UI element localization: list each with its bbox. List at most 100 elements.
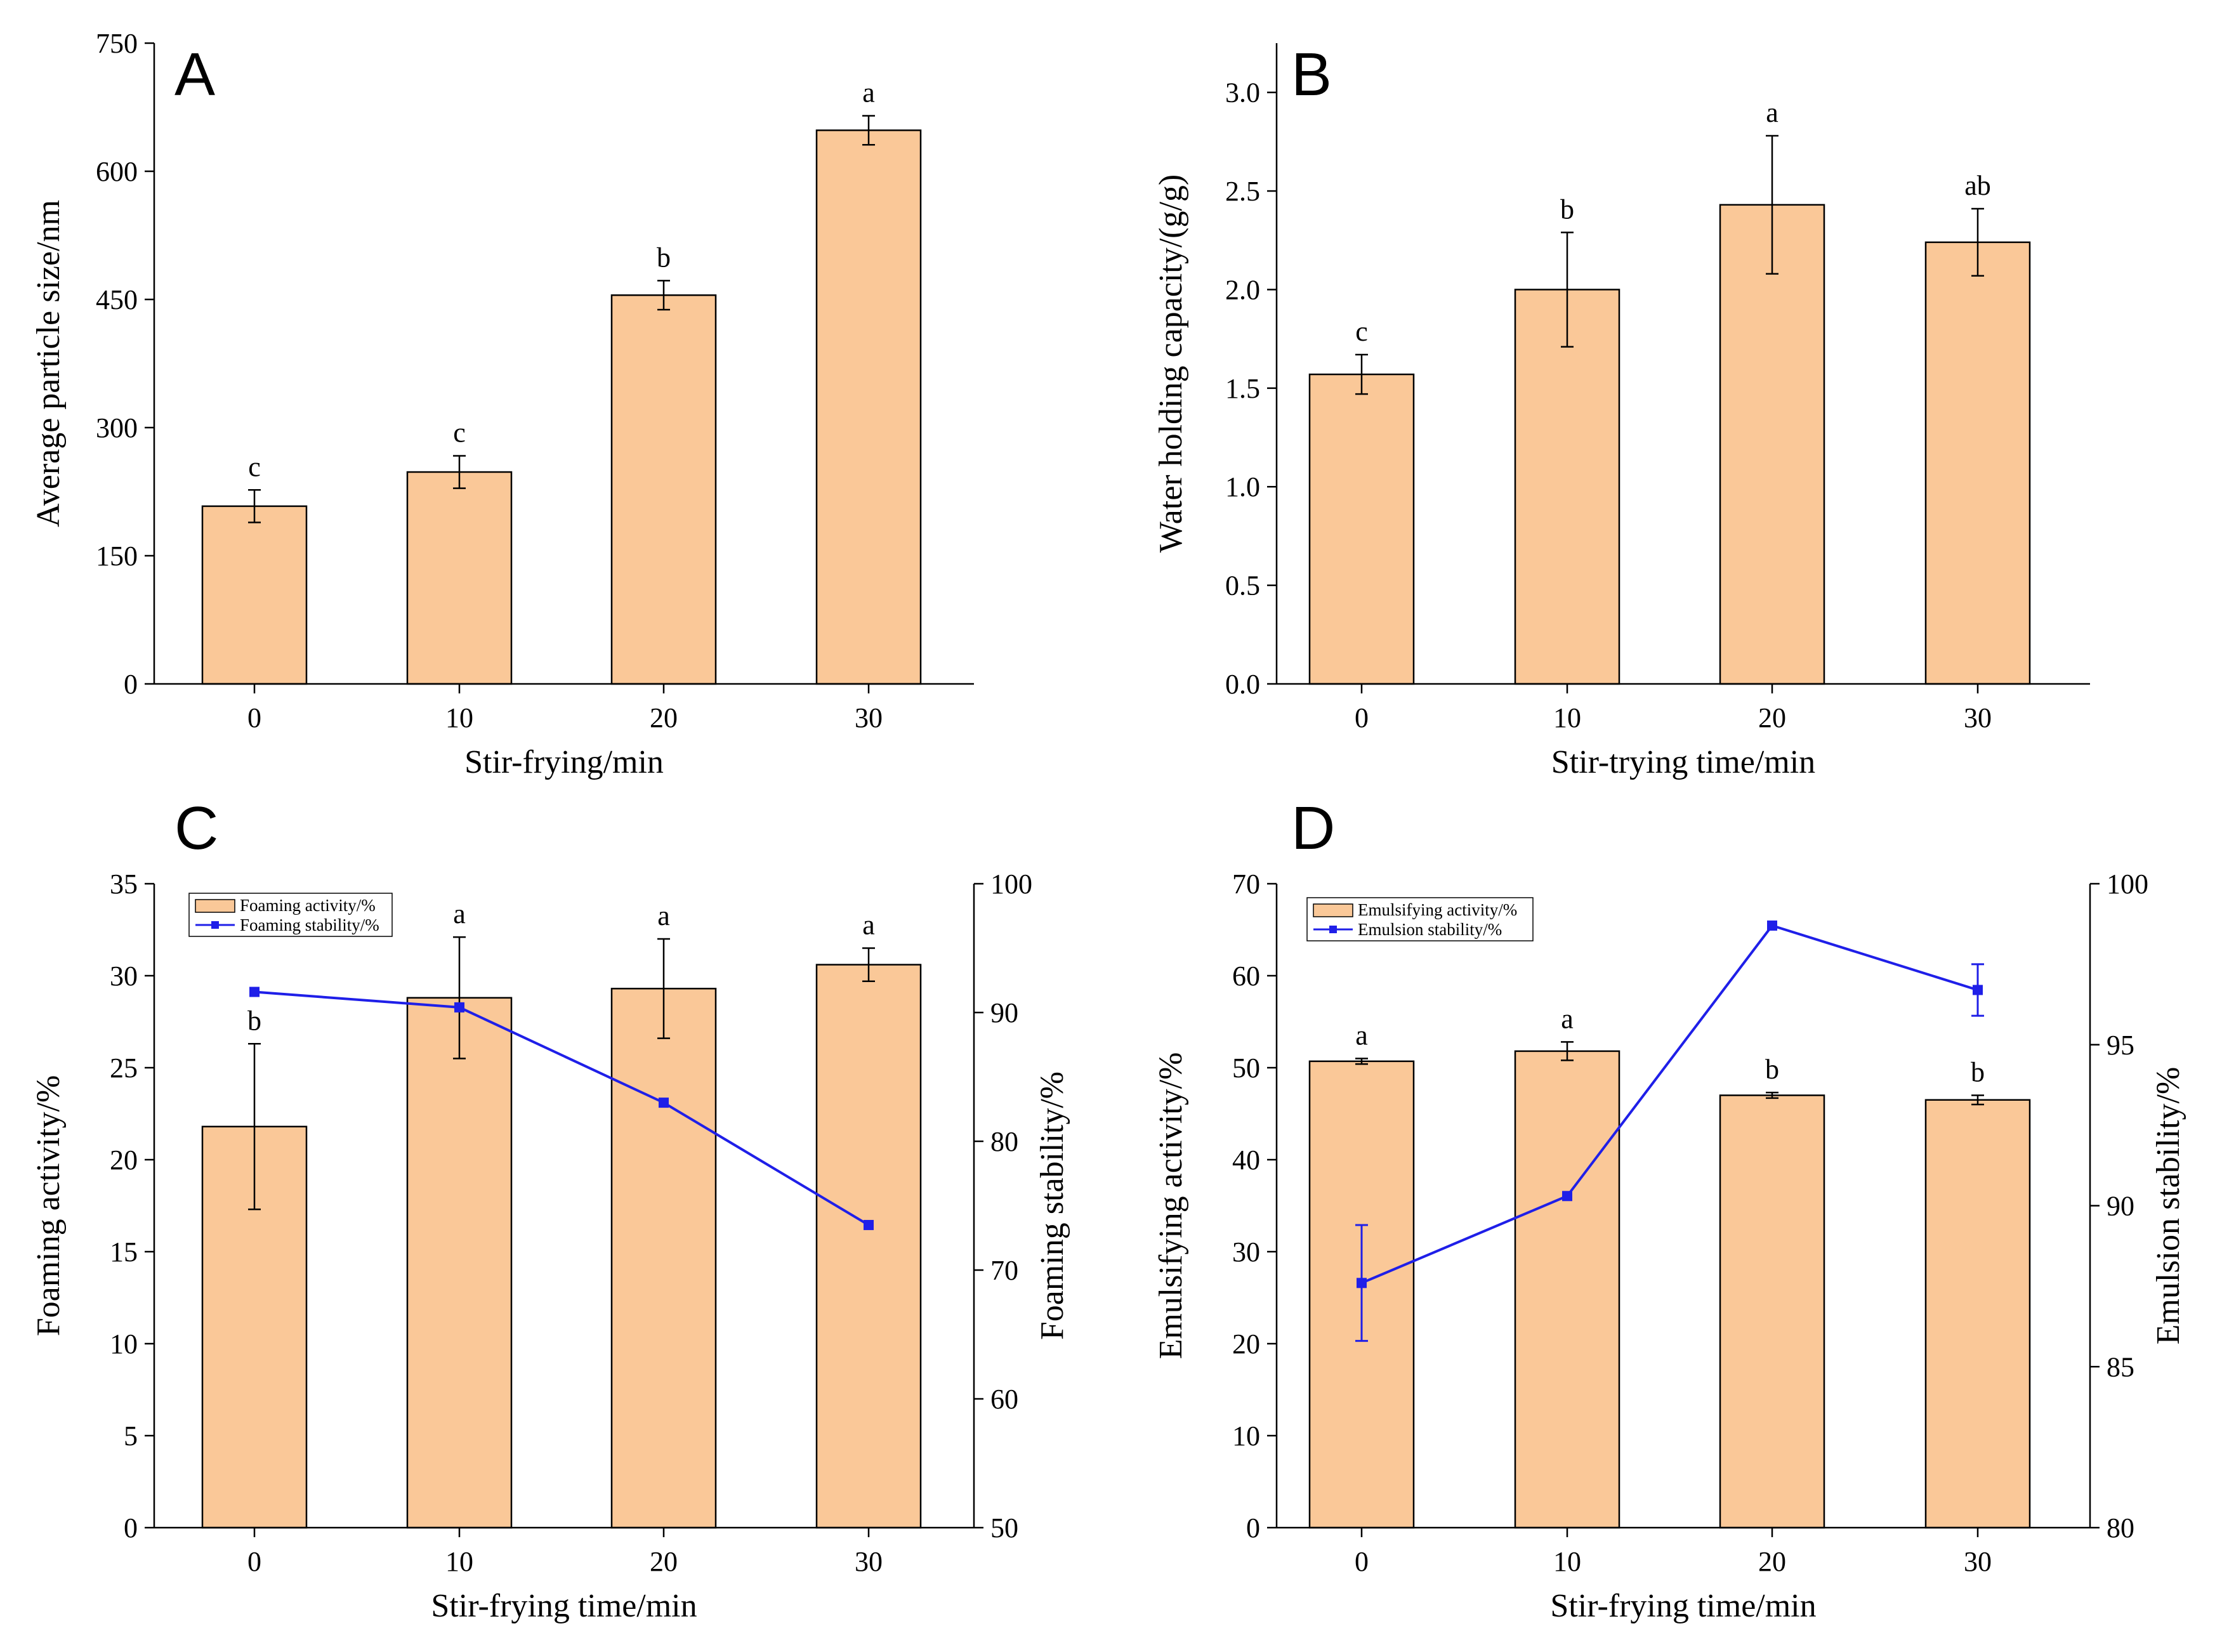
legend: Emulsifying activity/%Emulsion stability…: [1306, 897, 1534, 941]
significance-letter: c: [453, 417, 466, 448]
y-tick-label: 1.5: [1225, 373, 1260, 404]
y-tick-label: 20: [110, 1144, 138, 1176]
line-point: [249, 987, 260, 997]
x-tick-label: 20: [650, 702, 678, 733]
bar-b-10: [1514, 289, 1620, 685]
legend-label: Emulsion stability/%: [1358, 920, 1502, 939]
bar-b-20: [1719, 204, 1825, 685]
significance-letter: c: [248, 451, 261, 482]
bar-c-20: [610, 988, 717, 1529]
x-axis: 0 10 20 30: [1277, 1526, 2090, 1577]
significance-letter: b: [1765, 1054, 1779, 1085]
y-tick-label: 10: [1232, 1420, 1260, 1452]
y-tick-label: 10: [110, 1328, 138, 1360]
left-axis: 0 10 20 30 40 50 60 70: [1232, 869, 1278, 1544]
error-bar: [1971, 207, 1984, 277]
panel-label: D: [1291, 794, 1335, 862]
panel-label: C: [174, 794, 218, 862]
legend-swatch-bar: [195, 899, 235, 913]
y-tick-label: 2.0: [1225, 274, 1260, 305]
x-axis-label: Stir-frying time/min: [431, 1588, 697, 1624]
y-axis-label: Foaming activity/%: [30, 1075, 67, 1337]
bar-a-10: [406, 471, 513, 685]
bar-d-10: [1514, 1050, 1620, 1529]
error-bar: [862, 947, 875, 982]
error-bar: [1766, 1091, 1778, 1099]
x-tick-label: 10: [1553, 1546, 1581, 1577]
x-tick-label: 30: [855, 1546, 883, 1577]
y-tick-label: 25: [110, 1052, 138, 1084]
left-axis: 0 150 300 450 600 750: [96, 28, 155, 700]
error-bar: [657, 938, 670, 1039]
y-tick-label: 0: [1246, 1512, 1260, 1544]
y2-tick-label: 80: [2107, 1512, 2134, 1544]
error-bar: [1355, 1058, 1368, 1065]
x-axis: 0 10 20 30: [154, 683, 974, 733]
x-tick-label: 30: [855, 702, 883, 733]
bar-b-0: [1308, 373, 1415, 685]
error-bar: [1561, 232, 1574, 348]
significance-letter: ab: [1964, 170, 1991, 201]
y-tick-label: 60: [1232, 960, 1260, 992]
error-bar: [248, 1043, 261, 1210]
error-bar: [657, 280, 670, 311]
y-tick-label: 0: [124, 669, 138, 700]
bar-c-10: [406, 997, 513, 1529]
line-c: [254, 990, 870, 1226]
bar-a-20: [610, 294, 717, 685]
panel-label: B: [1291, 41, 1332, 108]
significance-letter: a: [1561, 1003, 1574, 1034]
right-axis: 50 60 70 80 90 100: [973, 869, 1032, 1544]
y-axis-label: Water holding capacity/(g/g): [1153, 174, 1189, 553]
significance-letter: b: [1971, 1057, 1985, 1088]
y-tick-label: 35: [110, 869, 138, 900]
significance-letter: b: [247, 1005, 261, 1036]
y-tick-label: 30: [110, 960, 138, 992]
panel-b: c b a ab 0.0 0.5 1.0 1.5 2.0 2.5 3.0 Water holding …: [1153, 41, 2090, 780]
x-tick-label: 0: [247, 702, 261, 733]
error-bar: [1561, 1041, 1574, 1061]
right-axis: 80 85 90 95 100: [2089, 869, 2148, 1544]
line-point: [454, 1002, 464, 1013]
x-tick-label: 0: [1355, 702, 1369, 733]
y-tick-label: 300: [96, 412, 138, 443]
line-point: [1973, 985, 1983, 995]
line-point: [1562, 1191, 1572, 1202]
significance-letter: a: [862, 77, 875, 108]
y-tick-label: 5: [124, 1420, 138, 1452]
significance-letter: a: [1355, 1020, 1368, 1051]
legend-label: Foaming stability/%: [240, 915, 379, 934]
y-tick-label: 3.0: [1225, 77, 1260, 108]
x-tick-label: 20: [1758, 1546, 1786, 1577]
y-tick-label: 70: [1232, 869, 1260, 900]
x-tick-label: 0: [247, 1546, 261, 1577]
y-tick-label: 0: [124, 1512, 138, 1544]
x-tick-label: 10: [1553, 702, 1581, 733]
y-tick-label: 750: [96, 28, 138, 59]
x-tick-label: 10: [445, 1546, 473, 1577]
y-tick-label: 50: [1232, 1052, 1260, 1084]
line-point: [1357, 1278, 1367, 1288]
y-axis-label: Emulsifying activity/%: [1153, 1052, 1189, 1360]
left-axis: 0 5 10 15 20 25 30 35: [110, 869, 155, 1544]
y2-axis-label: Foaming stability/%: [1034, 1072, 1070, 1340]
left-axis: 0.0 0.5 1.0 1.5 2.0 2.5 3.0: [1225, 43, 1278, 700]
y-tick-label: 450: [96, 284, 138, 315]
y2-tick-label: 90: [2107, 1191, 2134, 1222]
y2-tick-label: 60: [990, 1384, 1018, 1415]
x-tick-label: 0: [1355, 1546, 1369, 1577]
significance-letter: a: [1766, 97, 1778, 128]
bar-d-30: [1924, 1099, 2031, 1529]
x-axis: 0 10 20 30: [1277, 683, 2090, 733]
bar-c-30: [815, 964, 922, 1529]
y-tick-label: 15: [110, 1236, 138, 1268]
significance-letter: a: [657, 900, 670, 931]
line-point: [864, 1219, 874, 1230]
x-axis-label: Stir-frying/min: [464, 744, 664, 780]
y-axis-label: Average particle size/nm: [30, 200, 67, 527]
x-tick-label: 10: [445, 702, 473, 733]
y2-tick-label: 50: [990, 1512, 1018, 1544]
error-bar: [1766, 134, 1778, 275]
y-tick-label: 2.5: [1225, 176, 1260, 207]
x-axis-label: Stir-frying time/min: [1550, 1588, 1816, 1624]
